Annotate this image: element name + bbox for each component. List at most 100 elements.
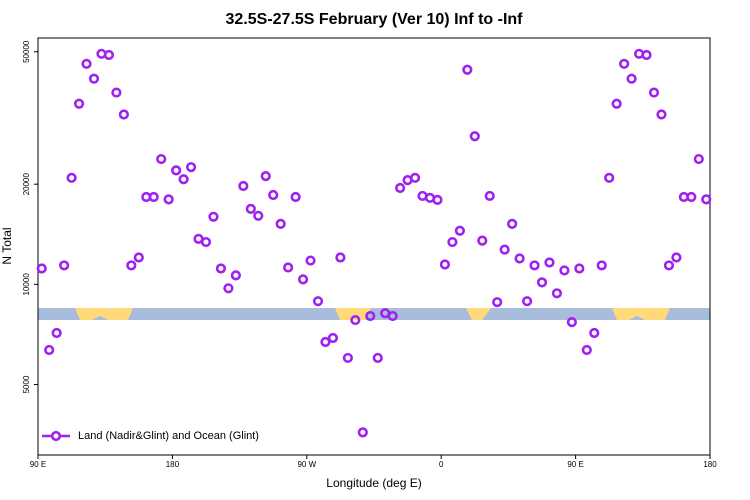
data-point	[290, 191, 301, 203]
data-point	[103, 49, 115, 61]
data-point	[305, 255, 316, 266]
data-point	[350, 314, 361, 326]
data-point	[111, 87, 122, 98]
data-point	[432, 194, 443, 205]
x-tick-label: 90 E	[567, 460, 583, 469]
data-point	[663, 260, 675, 271]
data-point	[656, 109, 667, 120]
data-point	[73, 98, 85, 109]
data-point	[230, 270, 241, 281]
data-point	[200, 236, 212, 248]
data-point	[208, 211, 219, 222]
data-point	[51, 327, 62, 339]
legend-label: Land (Nadir&Glint) and Ocean (Glint)	[78, 430, 259, 442]
data-point	[81, 58, 92, 69]
data-point	[133, 252, 144, 263]
data-point	[611, 98, 622, 109]
data-point	[312, 296, 324, 307]
data-point	[297, 274, 309, 285]
data-point	[185, 162, 197, 173]
data-point	[566, 317, 577, 328]
data-point	[36, 263, 47, 274]
data-point	[335, 252, 346, 263]
data-point	[521, 296, 533, 307]
data-point	[171, 165, 182, 176]
data-point	[245, 203, 256, 214]
ocean-bump	[629, 316, 645, 320]
data-point	[604, 172, 615, 183]
data-point	[66, 172, 77, 183]
data-point	[320, 336, 331, 348]
data-point	[156, 153, 167, 165]
data-point	[619, 58, 630, 69]
data-point	[484, 190, 495, 202]
y-tick-label: 5000	[22, 375, 31, 393]
data-point	[686, 191, 697, 203]
data-point	[477, 235, 488, 246]
data-point	[574, 263, 585, 274]
x-tick-label: 0	[439, 460, 444, 469]
data-point	[499, 244, 510, 255]
data-point	[581, 344, 592, 356]
data-point	[223, 283, 234, 294]
data-point	[126, 260, 137, 271]
data-point	[357, 427, 368, 438]
data-point	[469, 131, 480, 142]
data-point	[492, 297, 503, 308]
ocean-bump	[92, 316, 108, 320]
data-point	[693, 153, 704, 165]
data-point	[327, 332, 339, 344]
x-tick-label: 90 E	[30, 460, 46, 469]
data-point	[551, 288, 563, 299]
data-point	[283, 262, 294, 273]
data-point	[462, 64, 473, 75]
x-axis-label: Longitude (deg E)	[326, 476, 421, 490]
data-point	[59, 260, 70, 271]
plot-frame	[37, 37, 711, 456]
data-point	[701, 194, 712, 205]
y-tick-label: 20000	[22, 173, 31, 196]
y-axis-label: N Total	[0, 227, 14, 264]
legend-marker	[50, 430, 62, 442]
x-tick-label: 180	[166, 460, 180, 469]
data-point	[44, 344, 55, 356]
x-tick-label: 180	[703, 460, 717, 469]
data-point	[626, 73, 637, 84]
data-point	[253, 210, 264, 221]
data-point	[439, 259, 451, 270]
land-segment	[75, 308, 133, 320]
data-point	[342, 352, 353, 364]
data-point	[163, 194, 174, 205]
land-segment	[335, 308, 371, 320]
data-point	[260, 171, 271, 182]
data-point	[365, 310, 376, 322]
data-point	[507, 218, 518, 229]
data-point	[372, 352, 383, 364]
land-segment	[466, 308, 491, 320]
data-point	[238, 180, 249, 192]
data-point	[409, 172, 421, 183]
chart-title: 32.5S-27.5S February (Ver 10) Inf to -In…	[226, 11, 524, 28]
data-point	[118, 109, 129, 120]
data-point	[88, 73, 100, 84]
data-point	[589, 327, 600, 339]
data-point	[148, 191, 159, 203]
x-tick-label: 90 W	[297, 460, 316, 469]
data-point	[648, 87, 660, 98]
data-point	[514, 253, 525, 264]
y-tick-label: 10000	[22, 273, 31, 296]
data-point	[596, 260, 607, 271]
data-point	[275, 218, 286, 229]
data-point	[671, 252, 682, 263]
data-point	[454, 225, 465, 236]
data-point	[268, 189, 279, 201]
data-point	[395, 182, 406, 194]
y-tick-label: 50000	[22, 40, 31, 63]
data-point	[559, 265, 570, 276]
data-point	[641, 49, 652, 61]
data-point	[387, 310, 398, 322]
data-point	[447, 236, 458, 248]
data-point	[529, 260, 540, 271]
data-point	[536, 277, 548, 288]
